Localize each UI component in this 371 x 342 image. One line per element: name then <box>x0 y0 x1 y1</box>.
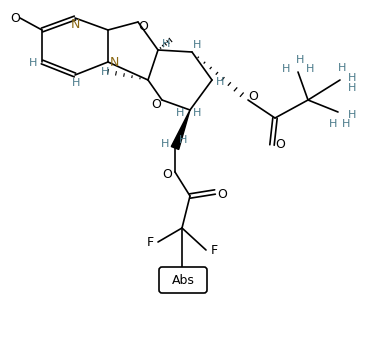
Text: F: F <box>147 237 154 250</box>
Text: H: H <box>193 108 201 118</box>
Polygon shape <box>171 110 190 149</box>
Text: H: H <box>282 64 290 74</box>
Text: O: O <box>248 91 258 104</box>
Text: O: O <box>217 187 227 200</box>
Text: O: O <box>275 139 285 152</box>
Text: H: H <box>348 73 356 83</box>
Text: O: O <box>10 12 20 25</box>
Text: O: O <box>151 97 161 110</box>
Text: H: H <box>193 40 201 50</box>
Text: H: H <box>162 39 170 49</box>
Text: H: H <box>338 63 346 73</box>
FancyBboxPatch shape <box>159 267 207 293</box>
Text: H: H <box>348 83 356 93</box>
Text: F: F <box>210 245 217 258</box>
Text: H: H <box>161 139 169 149</box>
Text: H: H <box>179 135 187 145</box>
Text: H: H <box>329 119 337 129</box>
Text: H: H <box>216 77 224 87</box>
Text: H: H <box>306 64 314 74</box>
Text: N: N <box>70 17 80 30</box>
Text: N: N <box>109 55 119 68</box>
Text: H: H <box>296 55 304 65</box>
Text: O: O <box>138 19 148 32</box>
Text: H: H <box>348 110 356 120</box>
Text: H: H <box>176 108 184 118</box>
Text: H: H <box>29 58 37 68</box>
Text: Abs: Abs <box>171 275 194 288</box>
Text: H: H <box>101 67 109 77</box>
Text: O: O <box>162 168 172 181</box>
Text: H: H <box>342 119 350 129</box>
Text: H: H <box>72 78 80 88</box>
